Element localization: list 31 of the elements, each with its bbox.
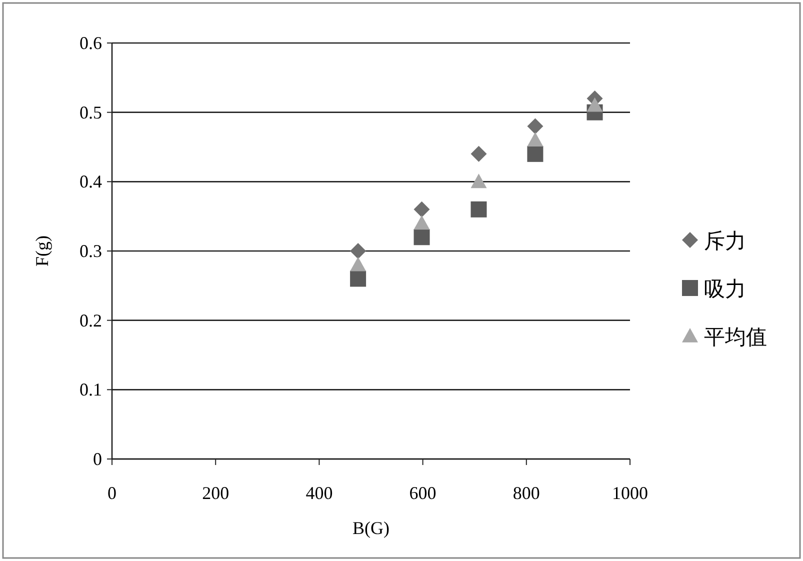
legend-label: 平均值: [704, 325, 767, 349]
y-tick-label: 0.5: [80, 102, 102, 122]
point: [586, 97, 603, 112]
y-tick-label: 0.3: [80, 241, 102, 261]
point: [350, 256, 366, 272]
point: [414, 201, 430, 218]
point: [414, 229, 430, 246]
x-tick-label: 0: [108, 483, 116, 503]
y-tick-label: 0.6: [80, 33, 102, 53]
point: [470, 146, 487, 162]
x-axis-title: B(G): [352, 518, 390, 538]
x-tick-label: 200: [202, 483, 230, 503]
y-tick-label: 0: [93, 449, 102, 469]
x-tick-label: 800: [512, 483, 540, 503]
point: [527, 146, 544, 162]
point: [470, 174, 487, 188]
point: [527, 132, 544, 146]
y-tick-label: 0.1: [80, 380, 102, 400]
legend-label: 吸力: [704, 277, 746, 301]
point: [414, 215, 430, 230]
x-tick-label: 400: [306, 483, 333, 503]
legend-label: 斥力: [704, 229, 746, 253]
y-tick-label: 0.2: [80, 310, 102, 330]
point: [350, 243, 366, 259]
x-tick-label: 600: [409, 483, 436, 503]
x-tick-label: 1000: [612, 483, 648, 503]
point: [470, 201, 487, 218]
y-axis-title: F(g): [32, 235, 52, 266]
y-tick-label: 0.4: [80, 172, 102, 192]
point: [350, 270, 366, 287]
point: [527, 118, 544, 134]
